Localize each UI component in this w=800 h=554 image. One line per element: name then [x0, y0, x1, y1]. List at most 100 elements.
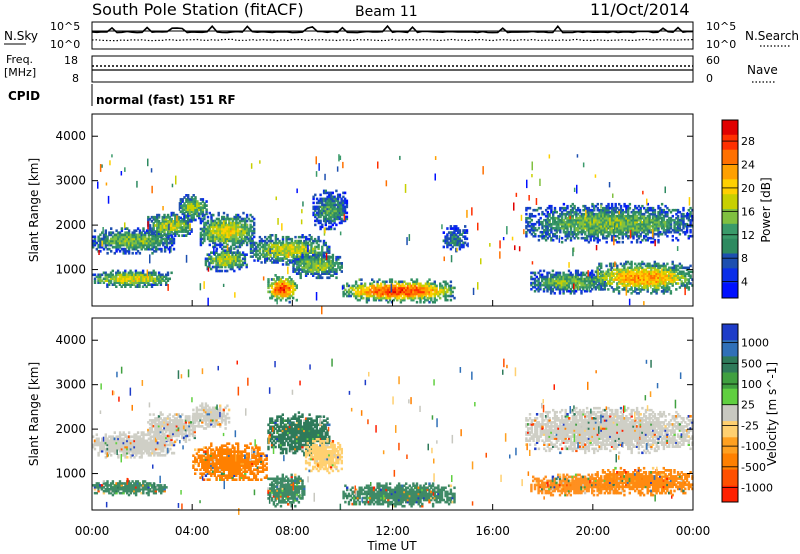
- power-cell: [571, 214, 574, 218]
- power-cell: [625, 234, 628, 238]
- power-cell: [446, 290, 449, 294]
- power-cell: [582, 214, 585, 218]
- power-cell: [446, 227, 449, 230]
- power-cell: [310, 257, 313, 261]
- power-cell: [115, 233, 118, 237]
- power-cell: [659, 276, 662, 279]
- power-cell: [183, 228, 186, 231]
- power-cell: [557, 220, 560, 224]
- power-cell: [532, 277, 535, 281]
- power-cell: [322, 253, 326, 257]
- power-cell: [338, 255, 342, 259]
- power-cell: [129, 275, 132, 279]
- power-cell: [605, 222, 608, 226]
- power-cell: [126, 231, 129, 235]
- power-cell: [544, 279, 547, 283]
- power-cell: [315, 251, 318, 254]
- power-cell: [118, 243, 122, 247]
- power-cell: [671, 270, 674, 274]
- power-cell: [276, 290, 279, 294]
- power-cell: [676, 282, 680, 285]
- power-cell: [315, 255, 318, 259]
- power-cell: [333, 227, 336, 231]
- power-cell: [129, 235, 133, 239]
- power-cell: [321, 249, 324, 253]
- power-cell: [546, 206, 549, 210]
- power-cell: [113, 283, 116, 286]
- power-cell: [281, 290, 284, 294]
- power-cell: [329, 195, 333, 199]
- power-cell: [170, 222, 173, 225]
- power-cell: [175, 232, 179, 235]
- power-cell: [290, 247, 294, 251]
- power-cell: [453, 241, 456, 245]
- power-cell: [584, 224, 587, 228]
- power-cell: [242, 231, 245, 235]
- power-cell: [662, 224, 666, 228]
- power-cell: [343, 207, 347, 211]
- power-cell: [422, 286, 426, 290]
- power-cell: [587, 206, 591, 210]
- power-cell: [172, 222, 175, 225]
- power-cell: [619, 210, 623, 214]
- power-cell: [129, 269, 132, 273]
- power-cell: [149, 275, 152, 279]
- power-cell: [321, 257, 324, 261]
- power-cell: [610, 234, 614, 238]
- power-cell: [637, 266, 640, 270]
- power-cell: [525, 232, 528, 236]
- power-cell: [566, 273, 569, 277]
- power-cell: [453, 231, 456, 234]
- power-cell: [328, 211, 331, 215]
- power-cell: [659, 282, 662, 285]
- power-cell: [175, 222, 179, 225]
- power-cell: [329, 191, 333, 195]
- power-cell: [627, 216, 630, 220]
- power-cell: [430, 284, 433, 288]
- power-cell: [635, 292, 639, 295]
- power-cell: [422, 292, 426, 296]
- power-cell: [410, 296, 413, 300]
- power-cell: [673, 276, 676, 279]
- power-cell: [283, 247, 286, 251]
- power-cell: [605, 208, 608, 212]
- power-cell: [154, 279, 157, 282]
- power-cell: [106, 279, 109, 282]
- power-cell: [600, 266, 603, 270]
- power-cell: [310, 272, 313, 275]
- power-cell: [625, 232, 628, 236]
- power-cell: [190, 206, 194, 209]
- power-cell: [143, 279, 146, 282]
- power-cell: [458, 237, 462, 241]
- power-cell: [106, 235, 109, 239]
- power-cell: [335, 203, 338, 207]
- power-cell: [673, 264, 676, 268]
- power-cell: [281, 241, 285, 245]
- power-cell: [421, 284, 424, 288]
- power-cell: [546, 271, 549, 275]
- power-cell: [143, 275, 146, 279]
- power-cell: [264, 235, 267, 239]
- power-cell: [446, 235, 449, 239]
- power-cell: [238, 239, 242, 243]
- power-cell: [122, 235, 125, 239]
- power-cell: [644, 286, 648, 289]
- power-cell: [628, 276, 631, 279]
- power-cell: [322, 241, 326, 245]
- power-cell: [630, 270, 633, 274]
- power-cell: [338, 205, 342, 209]
- power-cell: [172, 237, 176, 241]
- power-cell: [204, 261, 208, 265]
- power-cell: [172, 241, 176, 245]
- power-cell: [93, 281, 97, 284]
- power-cell: [141, 285, 145, 288]
- power-cell: [292, 286, 295, 290]
- power-cell: [632, 210, 635, 214]
- power-cell: [159, 281, 163, 284]
- power-cell: [602, 224, 605, 228]
- power-cell: [317, 205, 320, 209]
- power-cell: [133, 245, 136, 249]
- power-cell: [149, 277, 152, 281]
- power-cell: [174, 224, 177, 227]
- power-cell: [614, 210, 617, 214]
